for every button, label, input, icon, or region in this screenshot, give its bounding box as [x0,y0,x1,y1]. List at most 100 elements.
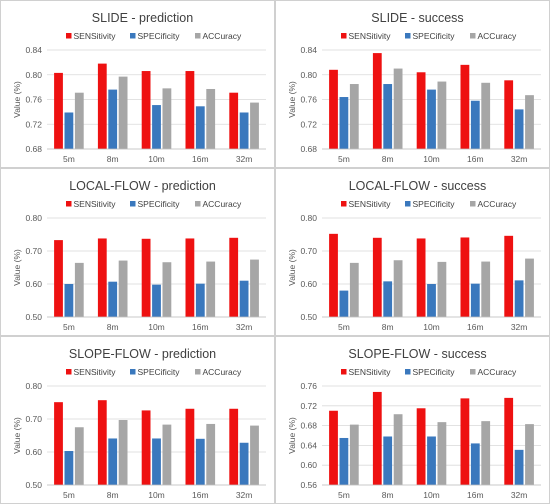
legend-swatch [341,33,347,39]
bar [525,424,534,485]
legend-swatch [130,369,136,375]
bar [514,280,524,317]
bar [383,436,393,485]
chart-panel: SLOPE-FLOW - success SENSitivity SPECifici… [275,336,550,504]
bar [152,284,161,317]
bar [185,238,195,317]
legend-label: ACCuracy [203,199,242,209]
legend-swatch [405,33,411,39]
legend-label: ACCuracy [478,367,517,377]
bar [416,238,426,317]
bar [239,442,249,485]
bar [54,72,63,149]
y-tick-label: 0.50 [25,480,42,490]
bar [329,233,338,317]
legend-swatch [195,369,201,375]
bar [152,438,161,485]
bar [437,81,447,149]
bar [185,71,195,149]
bar [416,72,426,149]
bar [481,261,491,317]
y-tick-label: 0.70 [25,414,42,424]
y-tick-label: 0.76 [25,95,42,105]
x-tick-label: 8m [382,322,394,332]
bar [470,100,480,149]
chart-panel: SLIDE - prediction SENSitivity SPECificity… [0,0,275,168]
bar [416,408,426,485]
bar [229,408,239,485]
bar [54,240,63,317]
legend-swatch [470,201,476,207]
bar [229,92,239,149]
bar [74,92,84,149]
legend-swatch [195,201,201,207]
legend-label: SENSitivity [349,367,392,377]
bar [329,69,338,149]
legend-label: ACCuracy [203,31,242,41]
bar [250,425,259,485]
x-tick-label: 5m [63,154,75,164]
bar [97,63,107,149]
y-tick-label: 0.68 [25,144,42,154]
bar [372,391,382,485]
bar [118,76,128,149]
x-tick-label: 8m [107,490,119,500]
bar [141,71,151,149]
y-tick-label: 0.84 [300,45,317,55]
bar [504,235,514,317]
y-tick-label: 0.80 [300,213,317,223]
panel-border [0,168,275,336]
bar [504,80,514,149]
bar [349,424,359,485]
chart-panel: SLOPE-FLOW - prediction SENSitivity SPECif… [0,336,275,504]
y-tick-label: 0.60 [25,279,42,289]
legend-label: ACCuracy [478,199,517,209]
x-tick-label: 10m [148,154,165,164]
y-tick-label: 0.72 [300,401,317,411]
y-tick-label: 0.68 [300,421,317,431]
x-tick-label: 10m [148,490,165,500]
bar [229,237,239,317]
panel-border [275,336,550,504]
chart-title: SLOPE-FLOW - prediction [69,347,216,361]
legend-swatch [66,33,72,39]
x-tick-label: 16m [192,490,209,500]
bar [239,112,249,149]
legend-label: SPECificity [413,31,456,41]
bar [250,102,259,149]
bar [97,400,107,485]
x-tick-label: 16m [467,322,484,332]
y-tick-label: 0.60 [25,447,42,457]
bar [339,290,349,317]
y-axis-label: Value (%) [12,81,22,118]
y-axis-label: Value (%) [12,249,22,286]
x-tick-label: 8m [382,490,394,500]
bar [393,68,403,149]
y-tick-label: 0.72 [300,119,317,129]
x-tick-label: 10m [423,154,440,164]
bar [372,53,382,149]
bar [481,421,491,485]
y-tick-label: 0.50 [25,312,42,322]
bar [470,283,480,317]
legend-label: SENSitivity [74,367,117,377]
bar [329,410,338,485]
bar [393,414,403,485]
bar [393,260,403,317]
bar [64,284,74,317]
bar [460,237,470,317]
x-tick-label: 8m [107,154,119,164]
y-tick-label: 0.70 [25,246,42,256]
y-axis-label: Value (%) [287,249,297,286]
y-tick-label: 0.60 [300,460,317,470]
bar [64,451,74,485]
bar [74,262,84,317]
legend-label: SENSitivity [349,199,392,209]
legend-label: ACCuracy [203,367,242,377]
y-tick-label: 0.72 [25,119,42,129]
panel-border [0,0,275,168]
bar [460,64,470,149]
y-axis-label: Value (%) [12,417,22,454]
x-tick-label: 5m [338,322,350,332]
